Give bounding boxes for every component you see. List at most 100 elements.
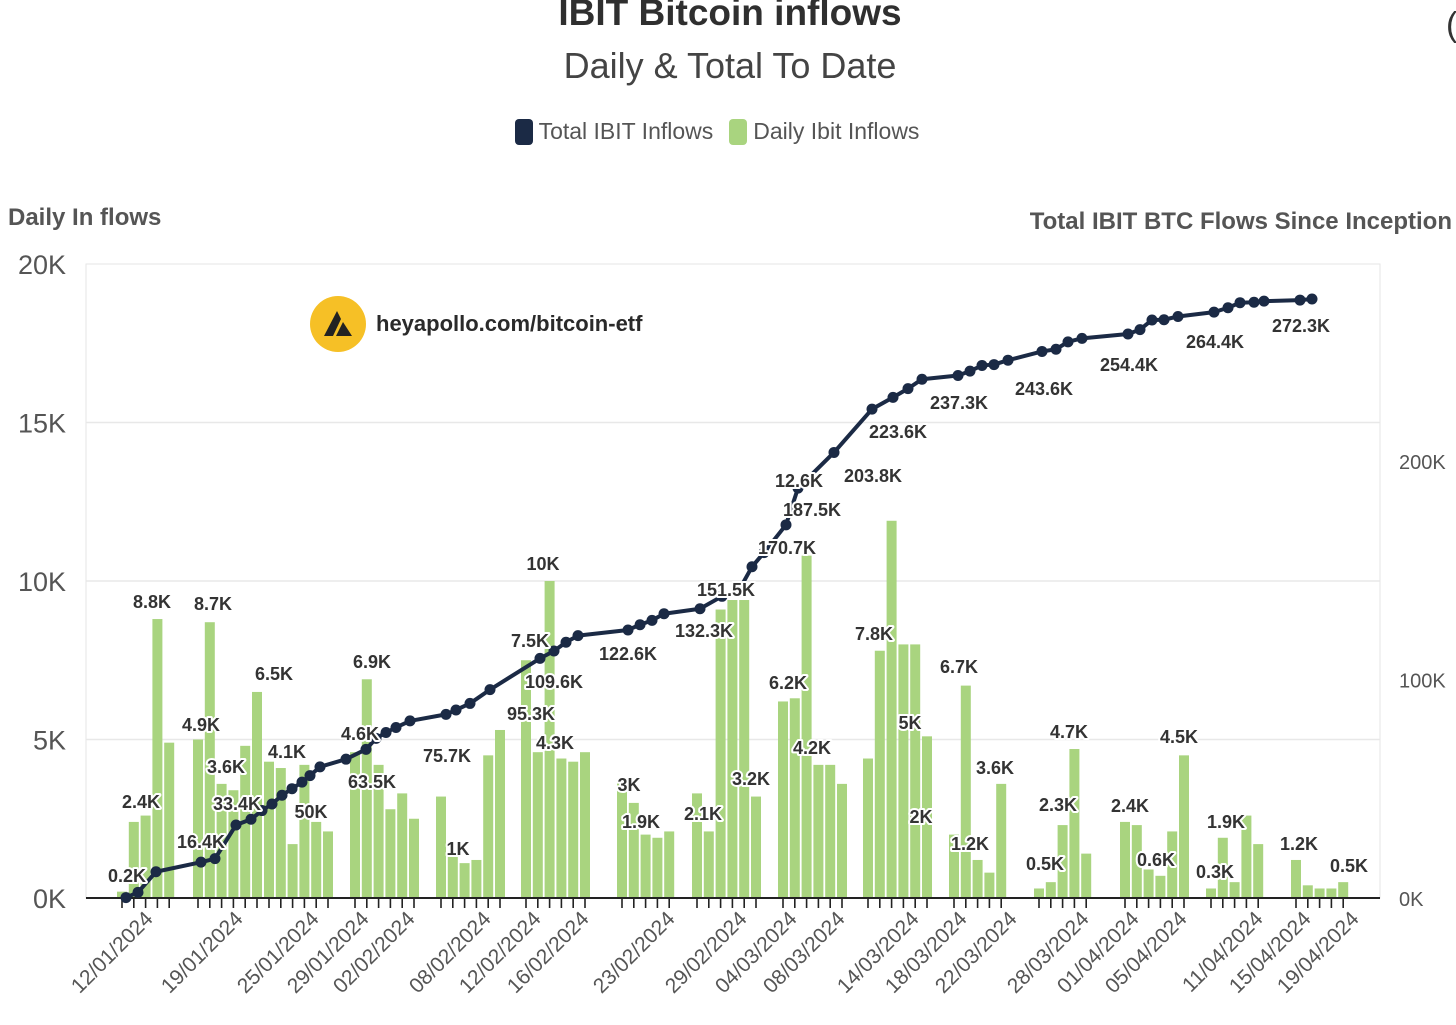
data-label: 2.1K (684, 804, 722, 824)
daily-bar (1206, 888, 1216, 898)
total-inflows-point (976, 359, 988, 371)
data-label: 1.9K (622, 812, 660, 832)
data-label: 151.5K (697, 580, 755, 600)
total-inflows-point (256, 805, 268, 817)
data-label: 243.6K (1015, 379, 1073, 399)
daily-bar (715, 609, 726, 898)
daily-bar (483, 755, 494, 898)
daily-bar (1179, 755, 1189, 898)
data-label: 50K (294, 802, 327, 822)
x-tick-label: 19/01/2024 (157, 907, 248, 998)
legend-item-daily[interactable]: Daily Ibit Inflows (729, 118, 919, 145)
daily-bar (1314, 888, 1325, 898)
data-label: 1.9K (1207, 812, 1245, 832)
y-left-tick: 10K (18, 567, 66, 597)
total-inflows-point (716, 590, 728, 602)
daily-bar (409, 818, 419, 898)
total-inflows-point (1158, 314, 1170, 326)
daily-bar (447, 856, 458, 898)
daily-bar (664, 831, 675, 898)
daily-bar (193, 739, 203, 898)
total-inflows-point (828, 446, 840, 458)
data-label: 4.3K (536, 733, 574, 753)
total-inflows-point (132, 886, 144, 898)
total-inflows-point (380, 727, 392, 739)
total-inflows-point (266, 798, 278, 810)
total-inflows-point (560, 636, 572, 648)
total-inflows-point (404, 715, 416, 727)
y-left-tick: 20K (18, 250, 66, 280)
legend-swatch-total (514, 118, 533, 145)
total-inflows-point (276, 789, 288, 801)
total-inflows-point (1062, 336, 1074, 348)
daily-bar (652, 837, 663, 898)
daily-bar (228, 790, 239, 898)
legend: Total IBIT Inflows Daily Ibit Inflows (0, 118, 1434, 145)
watermark-text: heyapollo.com/bitcoin-etf (376, 311, 643, 336)
total-inflows-point (1258, 295, 1270, 307)
daily-bar (640, 834, 651, 898)
legend-swatch-daily (729, 118, 748, 145)
data-label: 0.3K (1196, 862, 1234, 882)
total-inflows-point (450, 704, 462, 716)
daily-bar (436, 796, 446, 898)
total-inflows-point (464, 697, 476, 709)
data-label: 5K (898, 713, 921, 733)
total-inflows-point (484, 684, 496, 696)
total-inflows-point (1050, 343, 1062, 355)
daily-bar (949, 834, 959, 898)
total-inflows-point (304, 770, 316, 782)
daily-bar (1120, 821, 1130, 898)
apollo-logo-icon (310, 296, 366, 352)
daily-bar (373, 764, 384, 898)
daily-bar (874, 650, 885, 898)
daily-bar (556, 758, 567, 898)
daily-bar (204, 622, 215, 898)
data-label: 4.7K (1050, 722, 1088, 742)
daily-bar (252, 691, 262, 898)
daily-bar (1081, 853, 1092, 898)
daily-bar (960, 685, 971, 898)
total-inflows-point (1134, 324, 1146, 336)
daily-bar (813, 764, 824, 898)
total-inflows-point (902, 383, 914, 395)
daily-bar (164, 742, 175, 898)
data-label: 2.3K (1039, 795, 1077, 815)
total-inflows-point (340, 753, 352, 765)
y-right-tick: 100K (1399, 670, 1446, 692)
total-inflows-point (916, 373, 928, 385)
daily-bar (1155, 875, 1166, 898)
daily-bar (617, 780, 627, 898)
total-inflows-point (1222, 302, 1234, 314)
total-inflows-point (195, 856, 207, 868)
total-inflows-point (988, 359, 1000, 371)
data-label: 4.2K (793, 738, 831, 758)
daily-bar (739, 600, 750, 898)
total-inflows-point (1002, 354, 1014, 366)
chart-subtitle: Daily & Total To Date (563, 45, 897, 86)
total-inflows-point (634, 619, 646, 631)
data-label: 3.6K (207, 757, 245, 777)
data-label: 33.4K (213, 794, 261, 814)
data-label: 272.3K (1272, 316, 1330, 336)
data-label: 4.9K (182, 715, 220, 735)
daily-bar (580, 752, 590, 898)
data-label: 7.5K (511, 631, 549, 651)
total-inflows-point (390, 721, 402, 733)
y-right-tick: 200K (1399, 452, 1446, 474)
daily-bar (1229, 882, 1240, 898)
daily-bar (1167, 831, 1178, 898)
data-label: 0.2K (108, 866, 146, 886)
total-inflows-point (1146, 314, 1158, 326)
data-label: 3.6K (976, 758, 1014, 778)
data-label: 237.3K (930, 393, 988, 413)
watermark: heyapollo.com/bitcoin-etf (310, 296, 642, 352)
daily-bar (275, 768, 286, 898)
data-label: 203.8K (844, 466, 902, 486)
top-right-mark: ( (1446, 6, 1456, 45)
total-inflows-point (296, 776, 308, 788)
legend-label-daily: Daily Ibit Inflows (753, 118, 920, 144)
daily-bar (311, 821, 322, 898)
legend-item-total[interactable]: Total IBIT Inflows (514, 118, 713, 145)
data-label: 2.4K (1111, 796, 1149, 816)
